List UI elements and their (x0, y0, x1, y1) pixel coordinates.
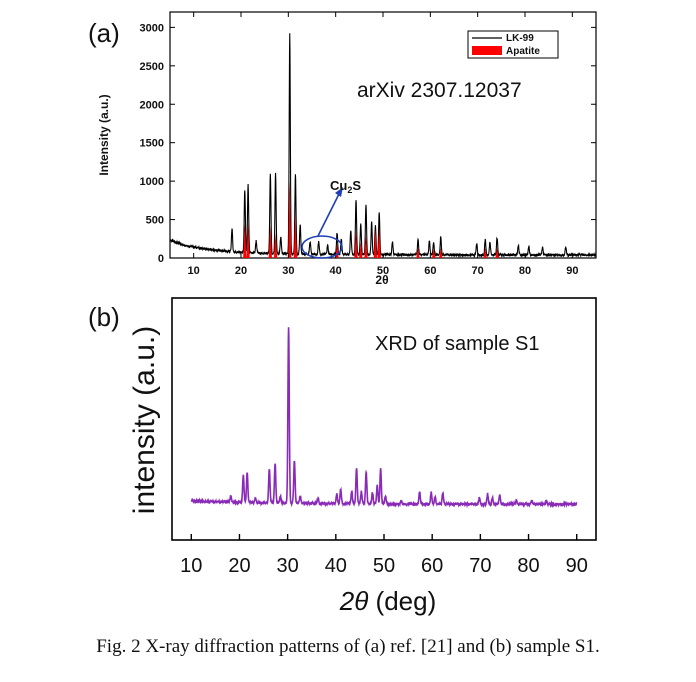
panel-a-label: (a) (88, 18, 120, 48)
apatite-peak (293, 214, 298, 258)
apatite-peak (364, 234, 368, 258)
apatite-peak (373, 228, 378, 258)
x-tick-label: 50 (377, 265, 389, 277)
apatite-peak (273, 232, 278, 258)
x-tick-label: 60 (421, 555, 443, 577)
series-apatite-peaks (243, 181, 499, 258)
panel-a-legend: LK-99 Apatite (467, 30, 559, 59)
figure-canvas: (a) 10 20 30 40 50 60 70 80 90 0 500 1000 1500 2000 2… (88, 11, 597, 616)
apatite-peak (354, 230, 358, 258)
legend-apatite-swatch (472, 46, 502, 55)
x-tick-label: 30 (277, 555, 299, 577)
legend-lk99-label: LK-99 (506, 33, 534, 44)
x-tick-label: 90 (566, 555, 588, 577)
panel-a-y-label: Intensity (a.u.) (97, 94, 111, 175)
panel-a-x-ticks: 10 20 30 40 50 60 70 80 90 (188, 12, 578, 277)
apatite-peak (431, 248, 436, 258)
apatite-peak (268, 224, 273, 258)
x-tick-label: 60 (424, 265, 436, 277)
apatite-peak (483, 248, 487, 258)
y-tick-label: 0 (158, 253, 164, 265)
y-tick-label: 2000 (140, 99, 164, 111)
panel-b-annotation: XRD of sample S1 (375, 333, 540, 355)
x-tick-label: 70 (472, 265, 484, 277)
x-tick-label: 20 (228, 555, 250, 577)
apatite-peak (377, 227, 381, 258)
y-tick-label: 500 (146, 215, 164, 227)
y-tick-label: 1500 (140, 138, 164, 150)
panel-b-label: (b) (88, 302, 120, 332)
panel-a-x-label: 2θ (375, 273, 388, 287)
panel-b-x-ticks: 10 20 30 40 50 60 70 80 90 (180, 534, 588, 577)
x-tick-label: 30 (282, 265, 294, 277)
panel-b: (b) 10 20 30 40 50 60 70 80 90 XRD of sample S1 … (88, 297, 597, 616)
cu2s-arrow (317, 193, 340, 237)
cu2s-ellipse (301, 235, 343, 259)
cu2s-label: Cu2S (330, 178, 361, 195)
x-tick-label: 10 (180, 555, 202, 577)
figure-caption: Fig. 2 X-ray diffraction patterns of (a)… (96, 636, 600, 657)
panel-a-plot: 10 20 30 40 50 60 70 80 90 0 500 1000 1500 2000 2500 3… (97, 11, 597, 287)
panel-a-annotation: arXiv 2307.12037 (357, 79, 522, 102)
x-tick-label: 80 (517, 555, 539, 577)
y-tick-label: 3000 (140, 22, 164, 34)
y-tick-label: 2500 (140, 61, 164, 73)
apatite-peak (416, 247, 420, 258)
x-tick-label: 20 (235, 265, 247, 277)
x-tick-label: 70 (469, 555, 491, 577)
x-tick-label: 90 (566, 265, 578, 277)
x-tick-label: 40 (330, 265, 342, 277)
apatite-peak (243, 223, 247, 258)
x-tick-label: 80 (519, 265, 531, 277)
series-lk99-line (169, 33, 597, 259)
panel-a-y-ticks: 0 500 1000 1500 2000 2500 3000 (140, 22, 596, 265)
x-tick-label: 10 (188, 265, 200, 277)
apatite-peak (359, 242, 363, 258)
apatite-peak (439, 248, 443, 258)
x-tick-label: 40 (325, 555, 347, 577)
cu2s-arrowhead (335, 187, 343, 197)
x-tick-label: 50 (373, 555, 395, 577)
legend-apatite-label: Apatite (506, 46, 540, 57)
apatite-peak (495, 248, 499, 258)
panel-b-y-label: intensity (a.u.) (128, 326, 161, 514)
series-s1-line (190, 327, 578, 509)
panel-b-x-label: 2θ (deg) (339, 586, 437, 616)
y-tick-label: 1000 (140, 176, 164, 188)
apatite-peak (246, 223, 250, 258)
panel-a: (a) 10 20 30 40 50 60 70 80 90 0 500 1000 1500 2000 2… (88, 11, 597, 287)
apatite-peak (288, 181, 292, 258)
